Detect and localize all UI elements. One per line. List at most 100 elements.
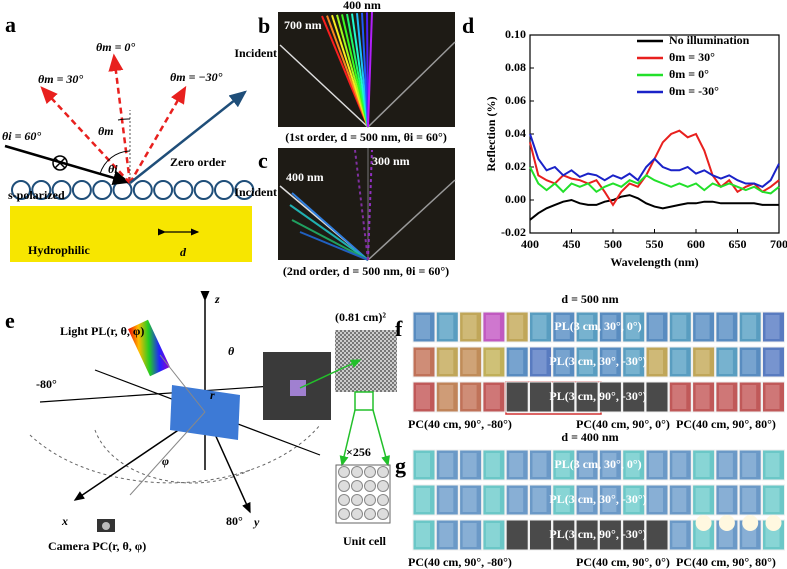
label: y — [252, 515, 260, 529]
thumbnail-face — [579, 488, 594, 512]
zoom-arrow — [372, 409, 390, 467]
thumbnail-face — [718, 385, 733, 409]
thumbnail-face — [672, 315, 687, 339]
label: PL(3 cm, 90°, -30°) — [549, 527, 646, 541]
particle — [112, 180, 133, 200]
label: PC(40 cm, 90°, 0°) — [576, 417, 670, 431]
sphere — [338, 508, 350, 520]
diffracted-ray — [354, 149, 369, 261]
label: PC(40 cm, 90°, -80°) — [408, 555, 512, 569]
sphere — [351, 508, 363, 520]
thumbnail-face — [532, 315, 547, 339]
zoom-arrow — [339, 409, 356, 467]
thumbnail-face — [672, 453, 687, 477]
panel-a — [4, 53, 255, 262]
label: θm — [98, 124, 114, 138]
thumbnail — [575, 519, 599, 551]
thumbnail-face — [532, 350, 547, 374]
thumbnail-face — [695, 350, 710, 374]
zoom-arrow — [299, 359, 362, 389]
polarization-cross — [54, 157, 66, 169]
label: Unit cell — [343, 534, 387, 548]
thumbnail-face — [509, 453, 524, 477]
label: z — [214, 292, 220, 306]
thumbnail-face — [416, 315, 430, 339]
sample-photo-spot — [290, 380, 306, 396]
panel-e — [29, 291, 397, 532]
thumbnail — [575, 381, 599, 413]
sphere — [377, 466, 389, 478]
thumbnail-face — [579, 315, 594, 339]
particle — [11, 180, 31, 200]
angle-arc — [99, 150, 131, 175]
thumbnail-face — [742, 488, 757, 512]
x-tick-label: 650 — [729, 237, 747, 251]
cell-frame — [335, 464, 391, 524]
sphere — [351, 494, 363, 506]
thumbnail-face — [532, 488, 547, 512]
unit-cell — [335, 464, 391, 524]
thumbnail-face — [485, 453, 500, 477]
thumbnail-face — [649, 453, 663, 477]
label: b — [258, 13, 270, 38]
legend-label: θm = -30° — [669, 84, 719, 98]
y-tick-label: 0.10 — [505, 27, 526, 41]
thumbnail-face — [555, 350, 570, 374]
particle — [214, 180, 234, 200]
thumbnail-face — [485, 385, 500, 409]
label: PC(40 cm, 90°, 0°) — [576, 555, 670, 569]
sphere — [351, 466, 363, 478]
thumbnail-face — [742, 350, 757, 374]
label: θ — [228, 344, 235, 358]
thumbnail — [645, 519, 669, 551]
reflected-ray — [367, 179, 456, 261]
thumbnail-face — [439, 453, 454, 477]
label: g — [395, 453, 406, 478]
thumbnail-face — [765, 488, 780, 512]
thumbnail-face — [649, 315, 663, 339]
thumbnail-face — [718, 488, 733, 512]
legend-label: No illumination — [669, 33, 750, 47]
label: PL(3 cm, 30°, 0°) — [554, 457, 641, 471]
thumbnail-face — [439, 385, 454, 409]
thumbnail-face — [462, 523, 477, 547]
y-tick-label: 0.04 — [505, 126, 526, 140]
thumbnail-face — [579, 453, 594, 477]
x-tick-label: 450 — [563, 237, 581, 251]
label: s-polarized — [8, 188, 65, 202]
camera-lens — [102, 522, 110, 530]
thumbnail — [529, 381, 552, 413]
label: θi = 60° — [2, 129, 41, 143]
thumbnail — [505, 519, 529, 551]
thumbnail-face — [555, 315, 570, 339]
thumbnail-face — [718, 315, 733, 339]
label: d — [180, 245, 187, 259]
thumbnail-face — [765, 453, 780, 477]
label: r — [210, 388, 215, 402]
thumbnail-face — [695, 453, 710, 477]
label: Zero order — [170, 155, 227, 169]
y-tick-label: 0.08 — [505, 60, 526, 74]
label: ×256 — [346, 445, 371, 459]
thumbnail-face — [485, 523, 500, 547]
diffracted-ray — [128, 85, 187, 184]
label: PL(3 cm, 90°, -30°) — [549, 389, 646, 403]
label: a — [5, 12, 16, 37]
thumbnail-face — [462, 315, 477, 339]
sphere — [338, 466, 350, 478]
thumbnails — [412, 311, 785, 551]
thumbnail-face — [625, 350, 640, 374]
diffracted-ray — [291, 192, 369, 261]
y-tick-label: 0.00 — [505, 192, 526, 206]
thumbnail-face — [439, 315, 454, 339]
label: PL(3 cm, 30°, -30°) — [549, 492, 646, 506]
glare — [765, 515, 782, 531]
label: 400 nm — [286, 170, 324, 184]
legend-label: θm = 0° — [669, 67, 709, 81]
label: PL(3 cm, 30°, -30°) — [549, 354, 646, 368]
label: c — [258, 148, 268, 173]
chart-d: -0.02 0.00 0.02 0.04 0.06 0.08 0.10 400 450 500 55… — [484, 27, 787, 269]
label: d — [462, 13, 474, 38]
